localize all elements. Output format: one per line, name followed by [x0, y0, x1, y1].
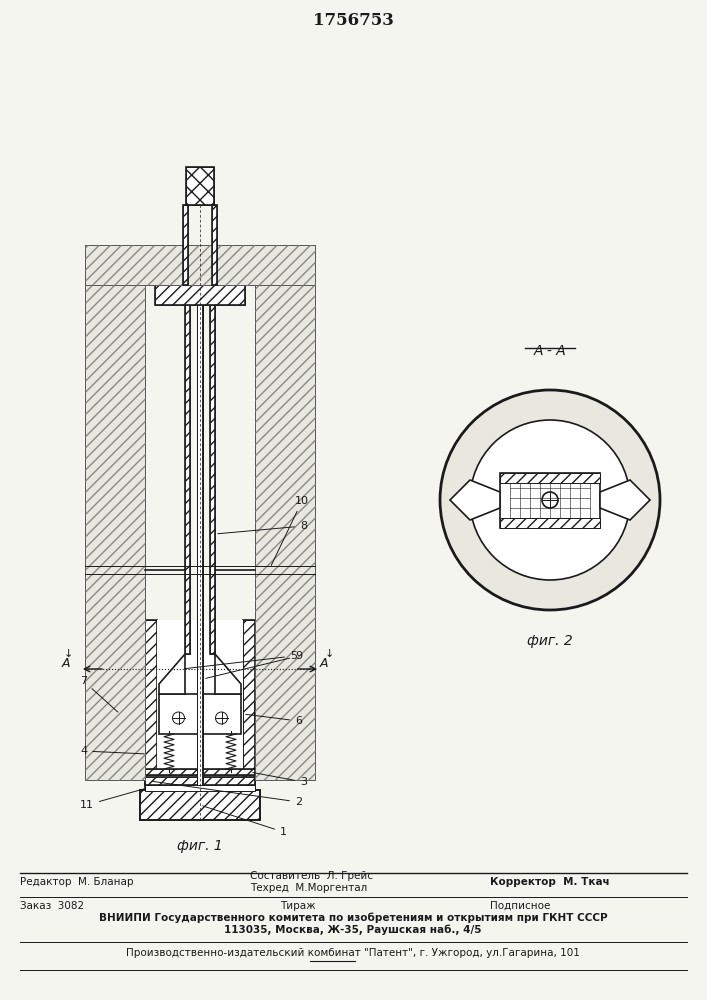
Bar [85, 275, 145, 780]
Bar [155, 285, 245, 305]
Text: A: A [320, 657, 329, 670]
Polygon shape [215, 654, 241, 694]
Bar [140, 790, 260, 820]
Text: Заказ  3082: Заказ 3082 [20, 901, 84, 911]
Bar [197, 300, 203, 790]
Polygon shape [159, 654, 185, 694]
Bar [145, 769, 255, 775]
Text: 9: 9 [206, 651, 302, 678]
Bar [255, 275, 315, 780]
Text: Производственно-издательский комбинат "Патент", г. Ужгород, ул.Гагарина, 101: Производственно-издательский комбинат "П… [126, 948, 580, 958]
Text: 4: 4 [80, 746, 144, 756]
Bar [145, 777, 255, 785]
Bar [500, 473, 600, 483]
Bar [183, 205, 188, 285]
Bar [255, 275, 315, 780]
Text: 11: 11 [80, 789, 144, 810]
Text: 1: 1 [203, 806, 287, 837]
Text: 10: 10 [271, 496, 309, 565]
Bar [500, 518, 600, 527]
Bar [185, 300, 190, 654]
Text: A - A: A - A [534, 344, 566, 358]
Text: A: A [62, 657, 70, 670]
Text: ↓: ↓ [64, 649, 73, 659]
Text: Составитель  Л. Грейс: Составитель Л. Грейс [250, 871, 373, 881]
Text: 8: 8 [218, 521, 307, 534]
Bar [155, 285, 245, 305]
Polygon shape [450, 480, 500, 520]
Text: 1756753: 1756753 [312, 12, 393, 29]
Bar [243, 620, 255, 790]
Bar [145, 620, 157, 790]
Bar [210, 300, 215, 654]
Polygon shape [255, 702, 285, 722]
Circle shape [440, 390, 660, 610]
Text: Подписное: Подписное [490, 901, 550, 911]
Bar [202, 694, 241, 734]
Bar [212, 205, 217, 285]
Bar [145, 769, 255, 775]
Text: 5: 5 [185, 651, 297, 669]
Bar [186, 167, 214, 205]
Bar [183, 205, 188, 285]
Text: Корректор  М. Ткач: Корректор М. Ткач [490, 877, 609, 887]
Text: 2: 2 [153, 781, 302, 807]
Text: 113035, Москва, Ж-35, Раушская наб., 4/5: 113035, Москва, Ж-35, Раушская наб., 4/5 [224, 924, 481, 935]
Bar [185, 300, 190, 654]
Bar [85, 245, 315, 285]
Bar [145, 777, 255, 785]
Polygon shape [600, 480, 650, 520]
Polygon shape [115, 702, 145, 722]
Bar [85, 245, 315, 285]
Bar [145, 620, 157, 790]
Bar [159, 694, 198, 734]
Text: Редактор  М. Бланар: Редактор М. Бланар [20, 877, 134, 887]
Text: Тираж: Тираж [280, 901, 315, 911]
Circle shape [470, 420, 630, 580]
Text: фиг. 2: фиг. 2 [527, 634, 573, 648]
Text: Техред  М.Моргентал: Техред М.Моргентал [250, 883, 367, 893]
Text: 3: 3 [252, 773, 307, 787]
Bar [212, 205, 217, 285]
Bar [243, 620, 255, 790]
Text: ВНИИПИ Государственного комитета по изобретениям и открытиям при ГКНТ СССР: ВНИИПИ Государственного комитета по изоб… [99, 912, 607, 923]
Bar [197, 300, 203, 790]
Circle shape [542, 492, 558, 508]
Bar [85, 275, 145, 780]
Text: ↓: ↓ [325, 649, 334, 659]
Bar [210, 300, 215, 654]
Bar [500, 473, 600, 527]
Bar [157, 620, 243, 790]
Text: 6: 6 [246, 714, 302, 726]
Text: 7: 7 [80, 676, 118, 712]
Bar [145, 785, 255, 791]
Bar [186, 167, 214, 205]
Text: фиг. 1: фиг. 1 [177, 839, 223, 853]
Bar [140, 790, 260, 820]
